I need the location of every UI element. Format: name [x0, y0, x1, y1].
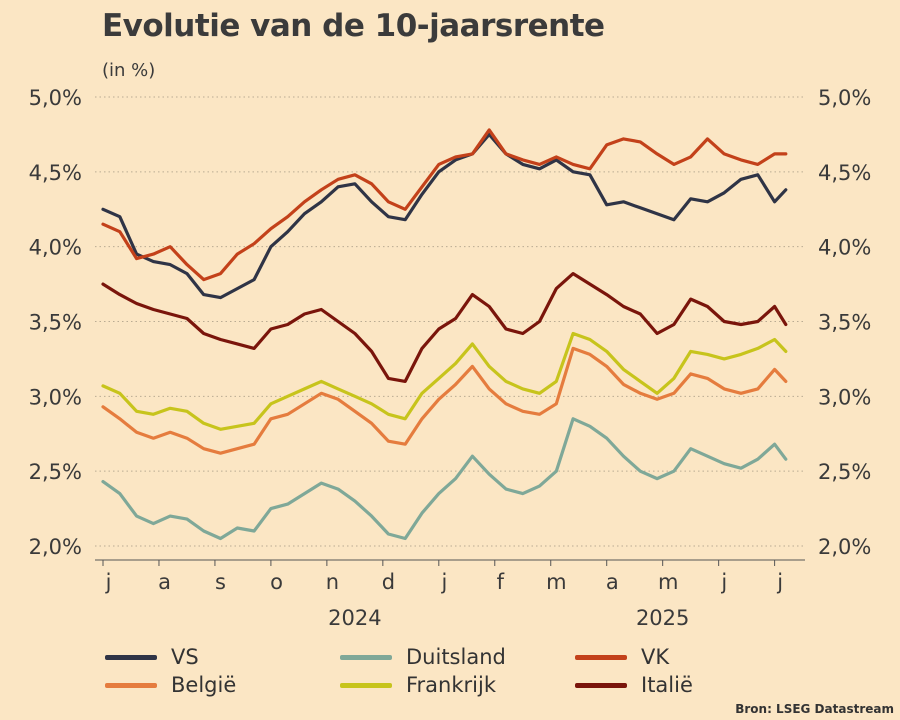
y-tick-label-left: 3,0% [29, 385, 82, 409]
series-line-vk [101, 128, 788, 282]
y-tick-label-left: 3,5% [29, 311, 82, 335]
y-tick-label-right: 3,0% [818, 385, 871, 409]
y-tick-label-left: 2,5% [29, 460, 82, 484]
legend-label: Duitsland [406, 645, 506, 669]
legend-item-vk: VK [575, 644, 669, 670]
x-month-label: j [105, 570, 112, 594]
y-tick-label-left: 5,0% [29, 86, 82, 110]
series-line-belgi [101, 346, 788, 455]
x-month-label: j [440, 570, 447, 594]
legend-label: Italië [641, 673, 693, 697]
legend-item-duitsland: Duitsland [340, 644, 506, 670]
legend: VS België Duitsland Frankrijk VK Italië [105, 644, 725, 704]
legend-swatch [105, 654, 157, 660]
series-line-frankrijk [101, 331, 788, 431]
x-month-label: o [270, 570, 283, 594]
y-tick-label-right: 4,5% [818, 161, 871, 185]
x-month-label: a [606, 570, 619, 594]
legend-item-frankrijk: Frankrijk [340, 672, 496, 698]
x-month-label: f [497, 570, 505, 594]
series-line-duitsland [101, 417, 788, 541]
y-axis-right: 2,0% 2,5% 3,0% 3,5% 4,0% 4,5% 5,0% [818, 86, 871, 559]
y-tick-label-left: 4,5% [29, 161, 82, 185]
x-month-label: d [382, 570, 395, 594]
y-tick-label-left: 4,0% [29, 236, 82, 260]
x-year-label: 2025 [636, 606, 689, 630]
x-month-label: a [158, 570, 171, 594]
x-year-label: 2024 [328, 606, 381, 630]
y-tick-label-right: 2,5% [818, 460, 871, 484]
legend-label: Frankrijk [406, 673, 496, 697]
y-tick-label-right: 4,0% [818, 236, 871, 260]
legend-swatch [575, 654, 627, 660]
y-tick-label-left: 2,0% [29, 535, 82, 559]
chart-title: Evolutie van de 10-jaarsrente [102, 8, 605, 44]
grid-lines [95, 96, 805, 547]
series-lines [101, 128, 788, 541]
legend-label: België [171, 673, 237, 697]
x-month-label: s [215, 570, 226, 594]
x-month-label: m [546, 570, 566, 594]
legend-swatch [575, 682, 627, 688]
y-tick-label-right: 3,5% [818, 311, 871, 335]
x-axis-ticks: j a s o n d j f m a m j j 2024 2025 [102, 560, 783, 630]
series-line-vs [101, 132, 788, 300]
legend-item-belgie: België [105, 672, 236, 698]
series-line-itali [101, 272, 788, 383]
x-month-label: m [658, 570, 678, 594]
x-month-label: j [720, 570, 727, 594]
legend-swatch [105, 682, 157, 688]
source-note: Bron: LSEG Datastream [735, 702, 894, 716]
chart-subtitle: (in %) [102, 60, 156, 81]
legend-label: VK [641, 645, 670, 669]
legend-item-italie: Italië [575, 672, 693, 698]
y-axis-left: 2,0% 2,5% 3,0% 3,5% 4,0% 4,5% 5,0% [29, 86, 82, 559]
legend-item-vs: VS [105, 644, 199, 670]
y-tick-label-right: 2,0% [818, 535, 871, 559]
x-month-label: j [776, 570, 783, 594]
legend-swatch [340, 654, 392, 660]
legend-swatch [340, 682, 392, 688]
x-month-label: n [326, 570, 339, 594]
legend-label: VS [171, 645, 199, 669]
y-tick-label-right: 5,0% [818, 86, 871, 110]
